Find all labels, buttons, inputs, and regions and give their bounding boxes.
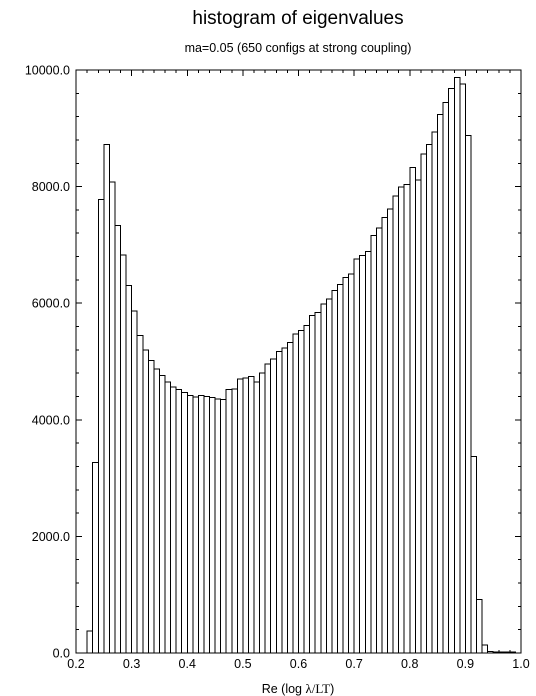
histogram-bar: [476, 598, 483, 654]
histogram-bar: [431, 131, 439, 654]
histogram-bar: [270, 358, 277, 654]
y-tick-label: 4000.0: [32, 413, 70, 427]
y-axis: 0.0 2000.0 4000.0 6000.0 8000.0 10000.0: [25, 64, 521, 661]
histogram-bar: [136, 334, 144, 654]
x-tick-label: 0.8: [401, 657, 418, 671]
x-tick-label: 1.0: [512, 657, 529, 671]
y-tick-label: 6000.0: [32, 297, 70, 311]
histogram-bar: [348, 273, 355, 654]
histogram-bar: [292, 333, 300, 654]
histogram-bar: [103, 144, 110, 654]
histogram-bar: [181, 391, 188, 654]
histogram-bar: [409, 166, 416, 654]
chart-subtitle: ma=0.05 (650 configs at strong coupling): [185, 41, 412, 55]
chart-title: histogram of eigenvalues: [192, 8, 403, 29]
histogram-bar: [236, 378, 244, 654]
histogram-bar: [303, 324, 311, 654]
histogram-bar: [403, 183, 411, 654]
histogram-bar: [114, 225, 122, 654]
histogram-bar: [264, 363, 272, 654]
histogram-bar: [220, 398, 227, 654]
histogram-bar: [286, 341, 294, 654]
histogram-bar: [170, 386, 177, 654]
histogram-bar: [420, 153, 427, 654]
x-tick-label: 0.5: [234, 657, 251, 671]
histogram-bar: [242, 377, 249, 654]
histogram-bar: [398, 186, 405, 654]
x-axis-label-suffix: ): [330, 682, 334, 696]
histogram-bar: [298, 330, 305, 654]
histogram-bar: [209, 397, 216, 654]
histogram-bar: [86, 630, 94, 654]
histogram-bar: [203, 395, 211, 654]
histogram-bar: [247, 376, 255, 654]
y-tick-label: 10000.0: [25, 64, 70, 78]
histogram-bar: [453, 77, 461, 654]
x-tick-label: 0.4: [179, 657, 196, 671]
x-tick-label: 0.2: [67, 657, 84, 671]
x-axis-label: Re (log λ/LT): [262, 681, 335, 696]
histogram-bar: [225, 388, 233, 654]
histogram-bar: [186, 394, 194, 654]
histogram-bar: [281, 347, 288, 654]
histogram-bar: [448, 88, 455, 654]
histogram-bar: [392, 195, 400, 654]
histogram-bar: [97, 198, 105, 654]
histogram-bar: [336, 284, 344, 654]
histogram-bar: [387, 208, 394, 654]
histogram-bar: [197, 394, 205, 654]
x-axis-label-prefix: Re (log: [262, 682, 306, 696]
histogram-bar: [92, 461, 99, 654]
y-tick-label: 8000.0: [32, 180, 70, 194]
histogram-bar: [120, 254, 127, 654]
histogram-bar: [214, 398, 222, 654]
histogram-bar: [320, 303, 327, 654]
histogram-bar: [359, 254, 366, 654]
histogram-bar: [231, 388, 238, 654]
histogram-bar: [425, 144, 433, 654]
histogram-bar: [309, 314, 316, 654]
histogram-bar: [414, 179, 422, 654]
x-tick-label: 0.3: [123, 657, 140, 671]
histogram-bar: [314, 312, 322, 654]
histogram-bar: [325, 298, 333, 654]
histogram-bar: [153, 368, 160, 654]
histogram-bar: [175, 388, 183, 654]
histogram-bar: [464, 134, 472, 654]
histogram-bar: [131, 310, 138, 654]
x-axis-label-symbol: λ/LT: [306, 681, 331, 696]
histogram-bar: [259, 372, 266, 654]
histogram-bar: [331, 289, 338, 654]
x-axis: 0.2 0.3 0.4 0.5 0.6 0.7 0.8 0.9 1.0: [67, 70, 530, 671]
histogram-bar: [370, 235, 377, 654]
bars-group: [86, 77, 516, 654]
histogram-bar: [253, 381, 261, 654]
histogram-bar: [125, 285, 133, 654]
histogram-bar: [364, 250, 372, 654]
histogram-bar: [375, 227, 383, 654]
histogram-bar: [437, 113, 444, 654]
histogram-bar: [275, 351, 283, 654]
histogram-bar: [147, 359, 155, 654]
histogram-bar: [470, 456, 478, 654]
histogram-bar: [192, 396, 199, 654]
histogram-bar: [142, 349, 149, 654]
histogram-bar: [353, 258, 361, 654]
histogram-bar: [381, 217, 389, 654]
histogram-bar: [342, 277, 350, 654]
histogram-bar: [108, 181, 116, 654]
histogram-bar: [481, 644, 489, 654]
histogram-bar: [459, 83, 466, 654]
y-tick-label: 0.0: [53, 647, 70, 661]
x-tick-label: 0.6: [290, 657, 307, 671]
histogram-bar: [442, 102, 450, 654]
histogram-bar: [164, 381, 172, 654]
x-tick-label: 0.9: [457, 657, 474, 671]
x-tick-label: 0.7: [345, 657, 362, 671]
y-tick-label: 2000.0: [32, 530, 70, 544]
histogram-bar: [158, 374, 166, 654]
